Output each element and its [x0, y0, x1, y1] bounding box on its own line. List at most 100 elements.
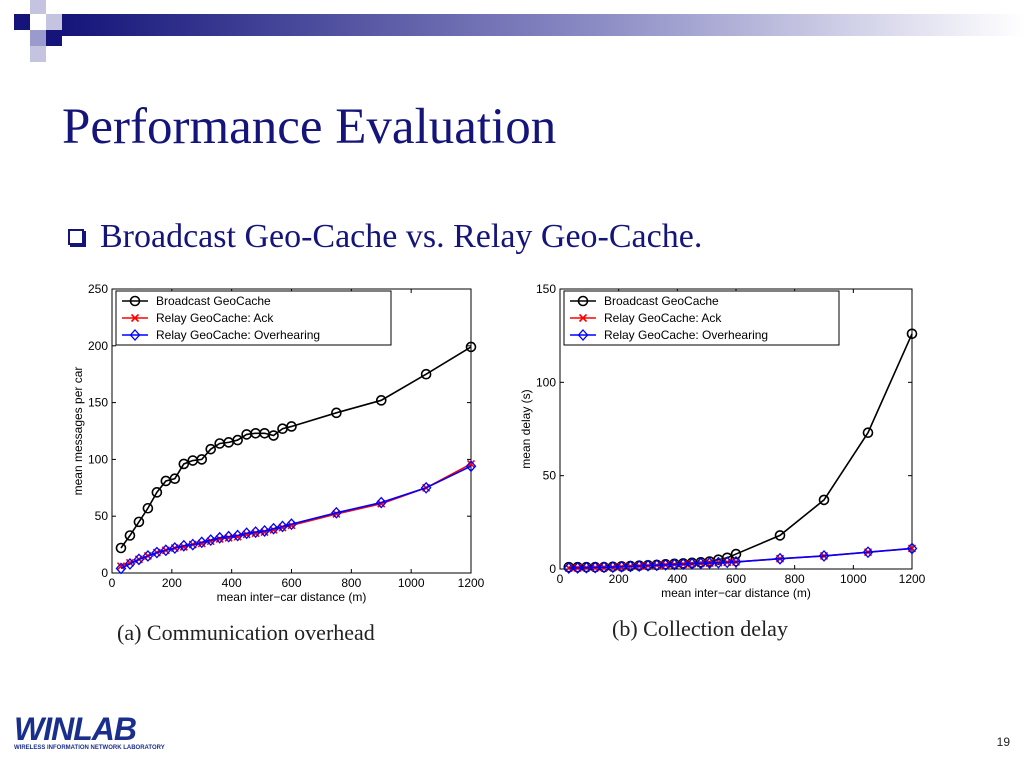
data-point: [465, 460, 477, 473]
data-point: [224, 533, 233, 542]
data-point: [196, 454, 208, 465]
y-tick-label: 150: [88, 396, 108, 410]
data-point: [250, 526, 261, 539]
chart-collection-delay: 0 200 400 600 800 1000 1200 0 50 100 150 mean inter…: [519, 282, 926, 600]
legend-label: Relay GeoCache: Overhearing: [604, 328, 768, 342]
data-point: [116, 562, 126, 571]
y-tick-label: 0: [101, 566, 108, 580]
legend-marker: [577, 329, 589, 341]
data-point: [133, 553, 145, 566]
data-point: [420, 368, 432, 380]
data-point: [178, 539, 190, 552]
data-point: [286, 421, 297, 432]
data-point: [642, 559, 654, 572]
data-point: [713, 556, 724, 569]
data-point: [466, 459, 476, 469]
x-tick-label: 800: [341, 576, 361, 590]
y-tick-label: 150: [536, 282, 556, 296]
data-point: [232, 434, 243, 446]
x-axis-label: mean inter−car distance (m): [217, 590, 367, 604]
legend-marker: [129, 329, 141, 341]
data-point: [633, 560, 645, 572]
data-point: [115, 542, 127, 554]
data-point: [133, 516, 145, 528]
data-point: [625, 560, 636, 573]
data-point: [214, 531, 226, 544]
x-tick-label: 1000: [840, 572, 867, 586]
legend: Broadcast GeoCache Relay GeoCache: Ack Rel…: [563, 290, 840, 346]
y-tick-label: 100: [536, 375, 556, 389]
legend-label: Relay GeoCache: Ack: [156, 311, 274, 325]
data-point: [677, 558, 689, 571]
legend-label: Relay GeoCache: Ack: [604, 311, 722, 325]
series-diamond: [115, 460, 477, 575]
chart-caption-b: (b) Collection delay: [612, 616, 788, 641]
logo-text: WINLAB: [14, 711, 137, 747]
data-point: [730, 548, 742, 560]
legend-marker: [578, 313, 588, 323]
data-point: [124, 530, 136, 541]
page-number: 19: [996, 735, 1010, 749]
data-point: [774, 552, 786, 565]
legend-label: Broadcast GeoCache: [156, 294, 271, 308]
data-point: [589, 561, 601, 574]
legend-label: Relay GeoCache: Overhearing: [156, 328, 320, 342]
data-point: [669, 558, 680, 571]
legend-box: [115, 290, 392, 346]
data-point: [331, 506, 342, 519]
x-tick-label: 200: [609, 572, 629, 586]
x-axis-label: mean inter−car distance (m): [661, 586, 811, 600]
data-point: [241, 527, 252, 540]
bullet-text: Broadcast Geo-Cache vs. Relay Geo-Cache.: [100, 218, 703, 255]
data-point: [205, 534, 217, 547]
data-point: [331, 407, 342, 419]
data-point: [124, 557, 136, 570]
x-tick-label: 600: [281, 576, 301, 590]
series-circle: [115, 341, 477, 554]
data-point: [142, 549, 154, 562]
x-tick-label: 0: [109, 576, 116, 590]
data-point: [774, 530, 786, 541]
data-point: [651, 559, 663, 572]
data-point: [232, 529, 244, 542]
data-point: [465, 341, 477, 353]
legend-marker: [577, 295, 589, 307]
legend-marker: [129, 295, 141, 307]
x-tick-label: 400: [222, 576, 242, 590]
data-point: [286, 518, 297, 531]
y-tick-label: 50: [543, 469, 557, 483]
data-point: [721, 556, 733, 569]
data-point: [686, 557, 698, 570]
data-point: [695, 557, 707, 570]
data-point: [572, 561, 583, 574]
data-point: [375, 496, 387, 509]
x-tick-label: 600: [726, 572, 746, 586]
data-point: [375, 395, 387, 406]
logo-subtext: WIRELESS INFORMATION NETWORK LABORATORY: [14, 745, 165, 751]
y-tick-label: 0: [549, 562, 556, 576]
chart-caption-a: (a) Communication overhead: [117, 620, 375, 645]
data-point: [169, 473, 181, 485]
x-tick-label: 400: [667, 572, 687, 586]
data-point: [151, 487, 163, 498]
legend-box: [563, 290, 840, 346]
y-tick-label: 200: [88, 339, 108, 353]
data-point: [151, 546, 163, 559]
data-point: [563, 562, 575, 575]
data-point: [179, 542, 188, 551]
data-point: [169, 542, 181, 554]
x-tick-label: 1200: [458, 576, 485, 590]
data-point: [906, 328, 918, 340]
data-point: [268, 522, 279, 535]
legend-marker: [130, 313, 140, 323]
x-tick-label: 0: [557, 572, 564, 586]
data-point: [704, 557, 715, 569]
data-point: [242, 530, 251, 539]
y-tick-label: 100: [88, 452, 108, 466]
data-point: [420, 481, 432, 494]
x-tick-label: 200: [162, 576, 182, 590]
series-diamond: [563, 542, 918, 575]
slide-title: Performance Evaluation: [62, 99, 557, 155]
data-point: [223, 530, 235, 543]
data-point: [142, 502, 154, 514]
